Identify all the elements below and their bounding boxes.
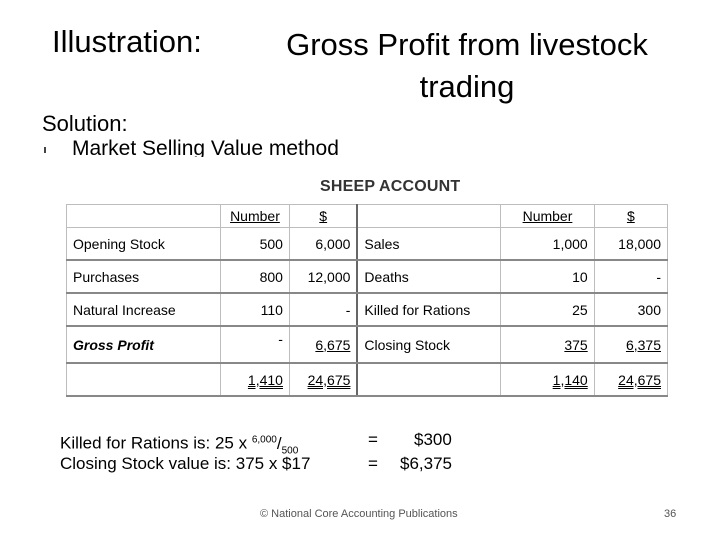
bullet-mark xyxy=(44,147,46,153)
header-blank-left xyxy=(66,204,221,228)
credit-label: Deaths xyxy=(356,260,502,294)
table-row: Purchases 800 12,000 Deaths 10 - xyxy=(66,260,669,294)
table-row: 1,410 24,675 1,140 24,675 xyxy=(66,363,669,397)
calc-closing-result: $6,375 xyxy=(400,454,452,473)
slide-title-line1: Gross Profit from livestock xyxy=(286,27,648,62)
debit-amount: - xyxy=(288,293,359,327)
table-row: Gross Profit - 6,675 Closing Stock 375 6… xyxy=(66,326,669,364)
calc-closing-equals: = xyxy=(368,454,378,473)
header-dollar-right: $ xyxy=(593,204,669,228)
slide-title-right: Gross Profit from livestock trading xyxy=(262,24,672,108)
account-title: SHEEP ACCOUNT xyxy=(320,178,461,195)
credit-total-number: 1,140 xyxy=(500,363,595,397)
debit-number: 500 xyxy=(219,227,290,261)
credit-label: Sales xyxy=(356,227,502,261)
solution-label: Solution: xyxy=(42,111,128,136)
calc-closing-label: Closing Stock value is: 375 x $17 xyxy=(60,454,311,473)
debit-total-number: 1,410 xyxy=(219,363,290,397)
debit-label-empty xyxy=(66,363,221,397)
calc-rations-equals: = xyxy=(368,430,378,449)
header-number-left: Number xyxy=(219,204,290,228)
slide-title-line2: trading xyxy=(419,69,515,104)
debit-amount: 6,675 xyxy=(288,326,359,364)
table-row: Natural Increase 110 - Killed for Ration… xyxy=(66,293,669,327)
credit-number: 1,000 xyxy=(500,227,595,261)
sheep-account-table: Number $ Number $ Opening Stock 500 6,00… xyxy=(66,204,669,397)
credit-amount: 18,000 xyxy=(593,227,669,261)
calc-rations-label: Killed for Rations is: 25 x 6,000/500 xyxy=(60,428,298,463)
credit-amount: 6,375 xyxy=(593,326,669,364)
credit-total-amount: 24,675 xyxy=(593,363,669,397)
credit-number: 375 xyxy=(500,326,595,364)
fraction-slash: / xyxy=(276,433,282,453)
debit-number: 110 xyxy=(219,293,290,327)
credit-number: 25 xyxy=(500,293,595,327)
table-header-row: Number $ Number $ xyxy=(66,204,669,228)
header-dollar-left: $ xyxy=(288,204,359,228)
header-number-right: Number xyxy=(500,204,595,228)
slide-title-left: Illustration: xyxy=(52,24,202,59)
debit-total-amount: 24,675 xyxy=(288,363,359,397)
header-blank-right xyxy=(356,204,502,228)
debit-amount: 12,000 xyxy=(288,260,359,294)
credit-label: Killed for Rations xyxy=(356,293,502,327)
debit-label: Opening Stock xyxy=(66,227,221,261)
credit-amount: - xyxy=(593,260,669,294)
page-number: 36 xyxy=(664,508,677,520)
method-heading: Market Selling Value method xyxy=(72,137,339,157)
debit-label: Gross Profit xyxy=(66,326,221,364)
debit-label: Natural Increase xyxy=(66,293,221,327)
credit-label-empty xyxy=(356,363,502,397)
calc-rations-result: $300 xyxy=(414,430,452,449)
debit-amount: 6,000 xyxy=(288,227,359,261)
debit-number: - xyxy=(219,326,290,364)
table-row: Opening Stock 500 6,000 Sales 1,000 18,0… xyxy=(66,227,669,261)
calc-rations-fraction: 6,000/500 xyxy=(251,433,299,457)
credit-amount: 300 xyxy=(593,293,669,327)
debit-label: Purchases xyxy=(66,260,221,294)
fraction-numerator: 6,000 xyxy=(251,434,277,445)
fraction-denominator: 500 xyxy=(281,445,299,457)
calc-rations-text: Killed for Rations is: 25 x xyxy=(60,433,252,453)
footer-copyright: © National Core Accounting Publications xyxy=(260,508,458,520)
credit-number: 10 xyxy=(500,260,595,294)
credit-label: Closing Stock xyxy=(356,326,502,364)
debit-number: 800 xyxy=(219,260,290,294)
